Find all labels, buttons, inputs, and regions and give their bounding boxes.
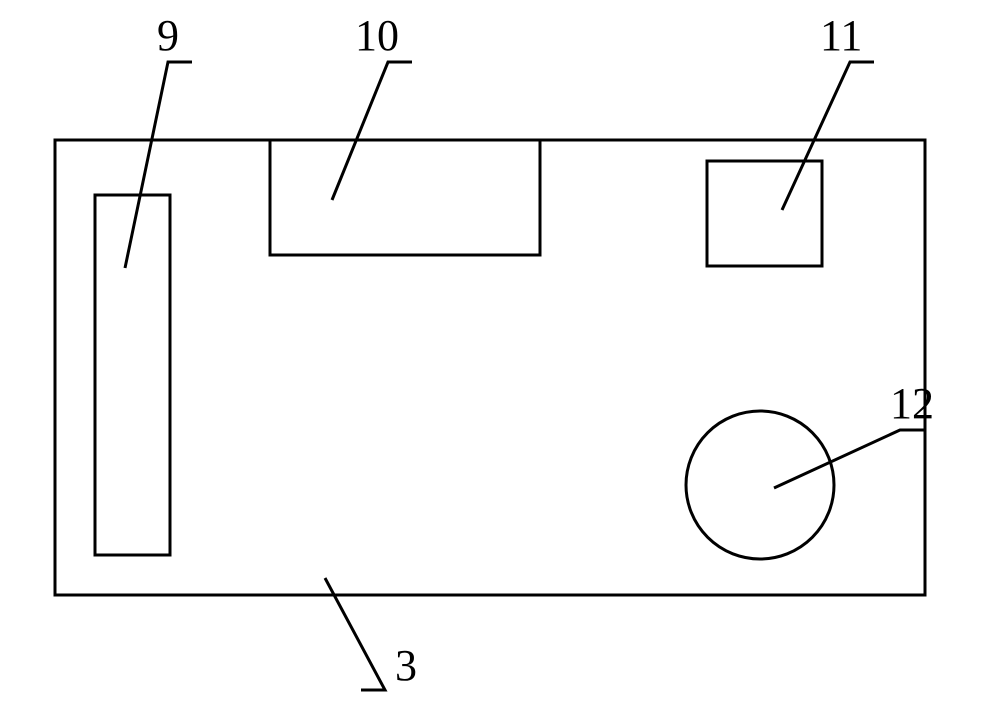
label-11: 11 xyxy=(820,10,862,61)
shape-12 xyxy=(686,411,834,559)
leader-l10 xyxy=(332,62,412,200)
diagram-svg xyxy=(0,0,1000,701)
shape-11 xyxy=(707,161,822,266)
label-9: 9 xyxy=(157,10,179,61)
outer-frame xyxy=(55,140,925,595)
leader-l12 xyxy=(774,430,924,488)
label-3: 3 xyxy=(395,640,417,691)
leader-l11 xyxy=(782,62,874,210)
label-12: 12 xyxy=(890,378,934,429)
leader-l9 xyxy=(125,62,192,268)
shape-10 xyxy=(270,140,540,255)
shape-9 xyxy=(95,195,170,555)
label-10: 10 xyxy=(355,10,399,61)
technical-diagram: 9 10 11 12 3 xyxy=(0,0,1000,701)
